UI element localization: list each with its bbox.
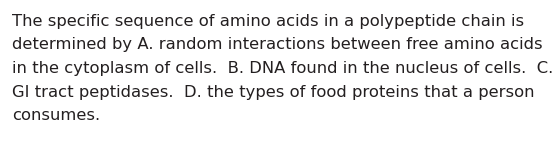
Text: consumes.: consumes.	[12, 108, 100, 123]
Text: GI tract peptidases.  D. the types of food proteins that a person: GI tract peptidases. D. the types of foo…	[12, 85, 535, 100]
Text: in the cytoplasm of cells.  B. DNA found in the nucleus of cells.  C.: in the cytoplasm of cells. B. DNA found …	[12, 61, 553, 76]
Text: determined by A. random interactions between free amino acids: determined by A. random interactions bet…	[12, 38, 542, 53]
Text: The specific sequence of amino acids in a polypeptide chain is: The specific sequence of amino acids in …	[12, 14, 524, 29]
